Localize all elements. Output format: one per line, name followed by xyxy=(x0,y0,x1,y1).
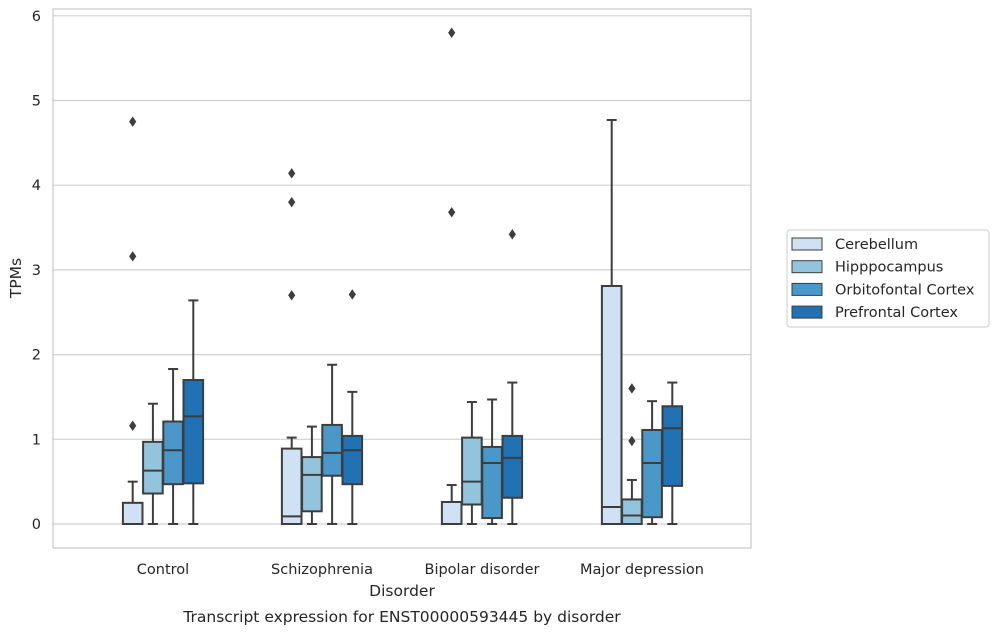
legend-label: Hipppocampus xyxy=(835,260,943,276)
box-body xyxy=(341,434,364,486)
box xyxy=(321,363,343,525)
outlier-point xyxy=(448,207,456,218)
box xyxy=(121,116,144,526)
y-tick-label: 2 xyxy=(32,348,41,364)
box xyxy=(280,168,303,526)
legend-label: Orbitofontal Cortex xyxy=(835,282,975,298)
box-body xyxy=(621,498,643,526)
series-cerebellum xyxy=(121,27,623,526)
legend-swatch xyxy=(791,282,823,296)
box xyxy=(600,118,623,526)
y-tick-label: 3 xyxy=(32,263,41,279)
y-tick-label: 6 xyxy=(32,9,41,25)
outlier-point xyxy=(348,289,356,300)
y-tick-labels: 0 1 2 3 4 5 6 xyxy=(32,9,41,533)
outlier-point xyxy=(628,383,636,394)
legend-frame xyxy=(786,229,990,328)
legend-label: Prefrontal Cortex xyxy=(835,305,958,321)
box xyxy=(142,402,164,525)
legend-item: Hipppocampus xyxy=(791,260,943,276)
outlier-point xyxy=(129,251,137,262)
box xyxy=(641,400,663,525)
box-body xyxy=(321,423,343,477)
box-body xyxy=(641,428,663,519)
outlier-point xyxy=(288,196,296,208)
outlier-point xyxy=(508,229,516,240)
x-axis-title: Disorder xyxy=(369,582,435,600)
y-axis-title: TPMs xyxy=(7,258,25,299)
outlier-point xyxy=(628,435,636,447)
box-body xyxy=(461,436,483,506)
box-body xyxy=(121,501,144,526)
box-body xyxy=(182,379,205,485)
box-body xyxy=(600,284,623,526)
box xyxy=(301,425,323,525)
legend-item: Prefrontal Cortex xyxy=(791,305,958,321)
box-body xyxy=(162,420,184,486)
plot-frame xyxy=(52,8,752,549)
x-tick-label: Control xyxy=(137,562,189,578)
box-body xyxy=(142,440,164,495)
outlier-point xyxy=(448,27,456,38)
plot-series xyxy=(121,27,684,526)
x-tick-labels: Control Schizophrenia Bipolar disorder Majo… xyxy=(137,562,704,578)
box xyxy=(621,383,643,526)
box xyxy=(182,299,205,525)
y-tick-label: 1 xyxy=(32,432,41,448)
y-tick-label: 5 xyxy=(32,94,41,110)
box xyxy=(501,229,524,525)
y-tick-label: 4 xyxy=(32,178,41,194)
chart-caption: Transcript expression for ENST0000059344… xyxy=(182,608,621,626)
legend-label: Cerebellum xyxy=(835,237,918,253)
outlier-point xyxy=(129,420,137,431)
legend-swatch xyxy=(791,260,823,274)
legend-item: Cerebellum xyxy=(791,237,918,253)
box xyxy=(341,289,364,525)
box-body xyxy=(661,405,684,487)
box-body xyxy=(481,445,503,520)
series-orbitofontal-cortex xyxy=(162,363,663,525)
box xyxy=(162,367,184,525)
outlier-point xyxy=(129,116,137,127)
box-body xyxy=(440,500,463,525)
series-hipppocampus xyxy=(142,383,643,526)
y-tick-label: 0 xyxy=(32,517,41,533)
box-body xyxy=(501,434,524,499)
box xyxy=(440,27,463,525)
legend-swatch xyxy=(791,305,823,319)
box-body xyxy=(280,447,303,526)
box-body xyxy=(301,456,323,513)
x-tick-label: Major depression xyxy=(580,562,704,578)
x-tick-label: Bipolar disorder xyxy=(425,562,540,578)
outlier-point xyxy=(288,290,296,301)
legend: Cerebellum Hipppocampus Orbitofontal Corte… xyxy=(786,229,990,328)
box xyxy=(661,381,684,525)
x-tick-label: Schizophrenia xyxy=(271,562,373,578)
legend-swatch xyxy=(791,237,823,251)
box xyxy=(461,401,483,525)
series-prefrontal-cortex xyxy=(182,229,684,525)
outlier-point xyxy=(288,168,296,179)
legend-item: Orbitofontal Cortex xyxy=(791,282,975,298)
box xyxy=(481,398,503,525)
